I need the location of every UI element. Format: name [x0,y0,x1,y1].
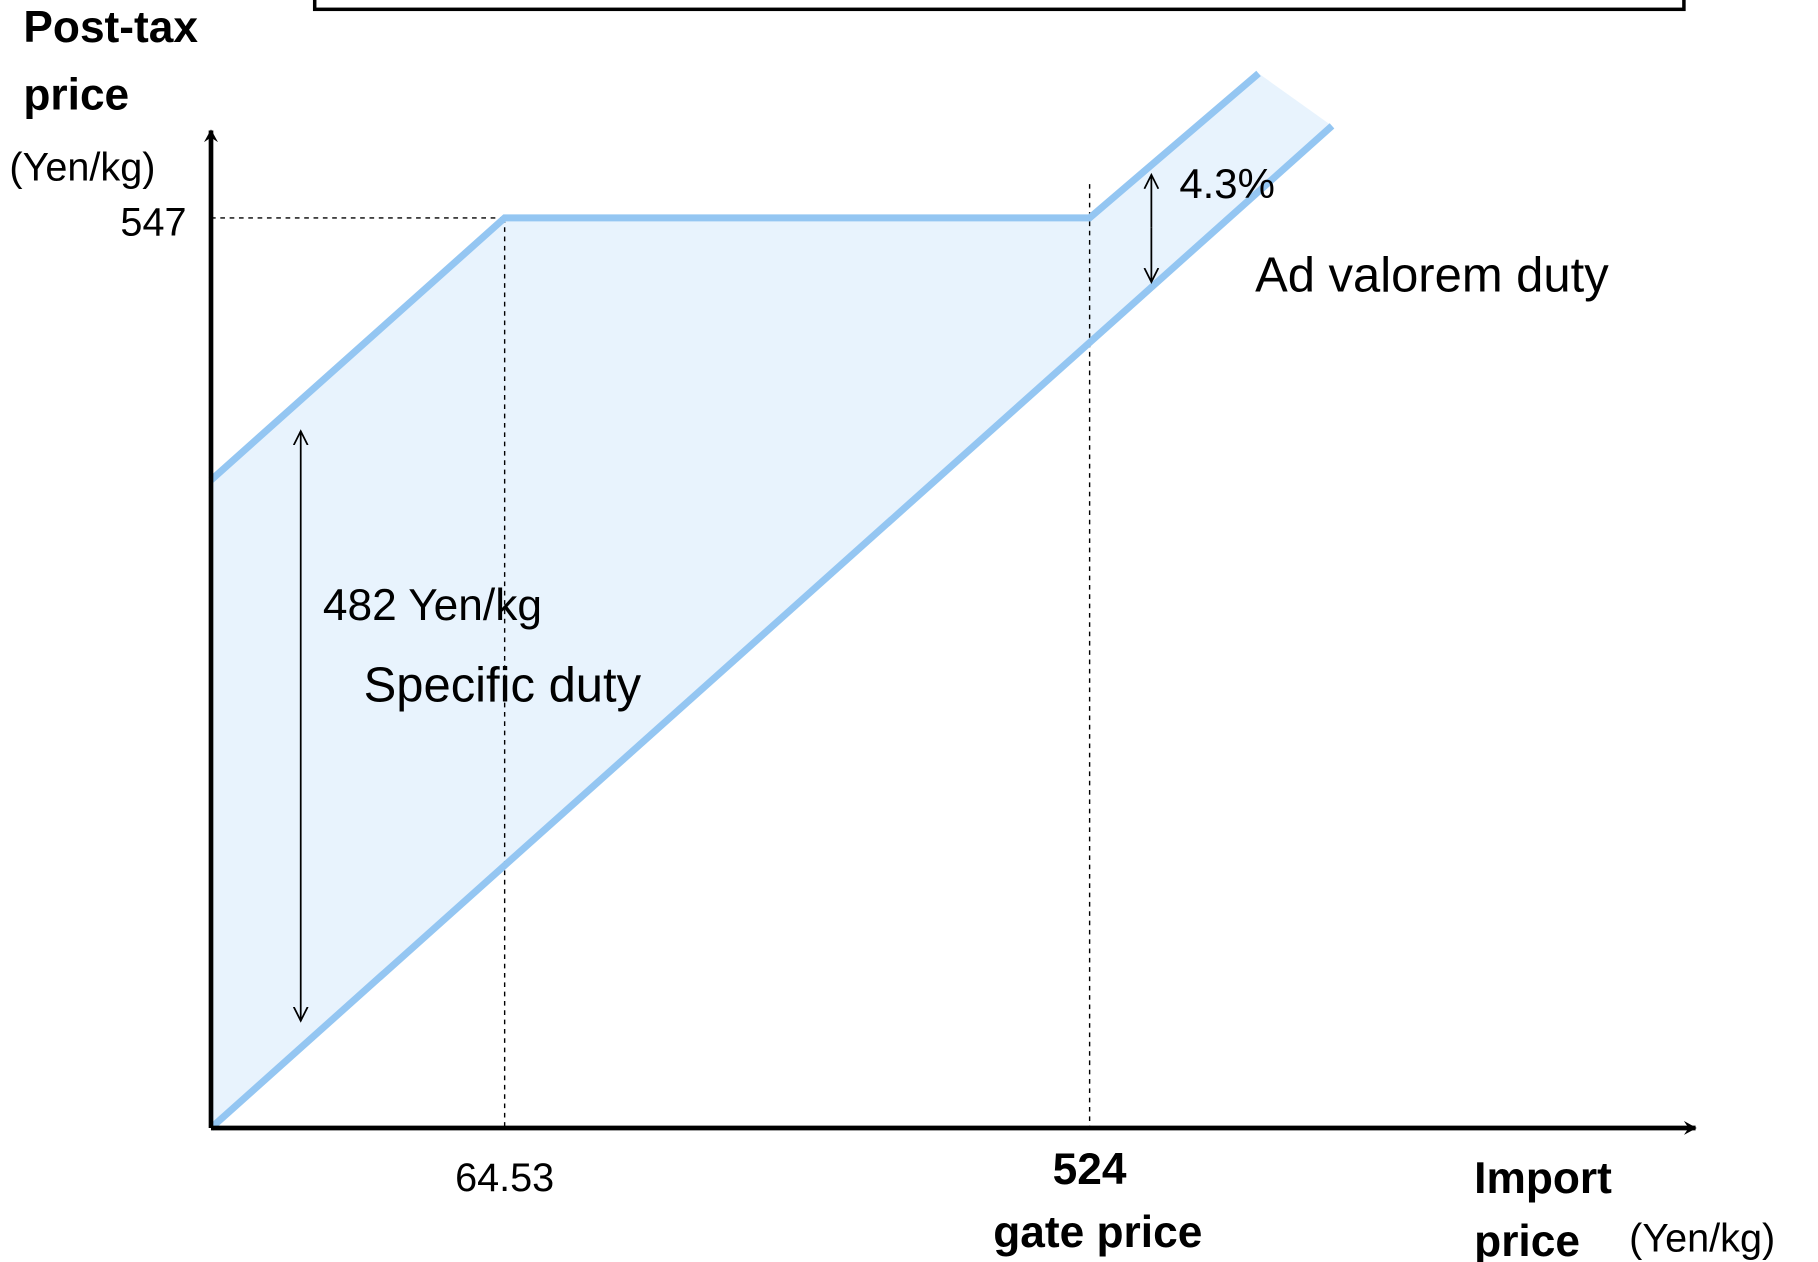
y-axis-title: Post-tax [23,3,198,52]
duty-area [210,73,1332,1128]
duty-label: Ad valorem duty [1255,248,1609,302]
top-box [312,0,1686,12]
x-axis-title: Import [1474,1154,1612,1203]
import-price-line [208,123,1335,1131]
x-tick-label: 64.53 [455,1156,554,1200]
duty-label: Specific duty [364,658,642,712]
y-axis-title: price [23,71,129,120]
rate-label: 4.3% [1179,160,1275,207]
x-tick-caption: gate price [993,1208,1202,1257]
x-tick-label: 524 [1053,1145,1127,1194]
y-axis-unit: (Yen/kg) [9,146,155,190]
x-axis-title: price [1474,1217,1580,1262]
x-axis-unit: (Yen/kg) [1629,1217,1775,1261]
y-tick-label: 547 [120,200,186,244]
post-tax-line [208,70,1261,483]
amount-label: 482 Yen/kg [323,581,542,630]
